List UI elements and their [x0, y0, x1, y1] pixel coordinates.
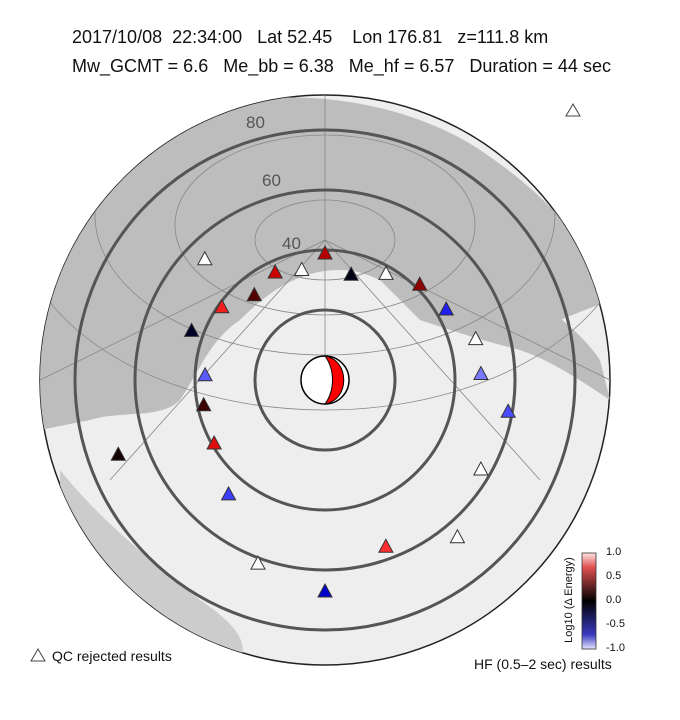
rejected-station-marker [293, 261, 310, 276]
hf-results-legend: HF (0.5–2 sec) results [474, 656, 612, 672]
station-marker [500, 403, 517, 418]
station-marker [197, 366, 213, 382]
lat-label-40: 40 [282, 234, 301, 253]
colorbar-tick: -0.5 [606, 618, 625, 630]
range-ring-30 [253, 308, 397, 452]
qc-rejected-legend: QC rejected results [52, 648, 172, 664]
event-info-line: 2017/10/08 22:34:00 Lat 52.45 Lon 176.81… [72, 27, 549, 47]
rejected-station-marker [467, 330, 484, 346]
station-marker [206, 434, 222, 450]
rejected-station-marker [449, 528, 466, 544]
station-marker [438, 300, 455, 316]
distance-rings [73, 128, 577, 632]
station-marker [473, 365, 489, 381]
meridian-line [40, 239, 326, 381]
station-marker [317, 244, 333, 260]
beachball [300, 355, 350, 405]
colorbar-tick: 0.5 [606, 570, 622, 582]
rejected-station-marker [250, 555, 266, 570]
rejected-station-marker [378, 265, 394, 280]
latitude-line-20 [40, 95, 610, 411]
rejected-legend-marker [30, 103, 581, 662]
graticule [40, 95, 610, 481]
station-marker [317, 582, 333, 598]
station-marker [267, 264, 283, 279]
station-marker [213, 298, 230, 314]
station-marker [220, 485, 237, 501]
station-marker [110, 446, 127, 461]
lat-label-80: 80 [246, 113, 265, 132]
station-marker [343, 266, 359, 281]
magnitude-info-line: Mw_GCMT = 6.6 Me_bb = 6.38 Me_hf = 6.57 … [72, 56, 611, 76]
station-marker [411, 276, 428, 291]
colorbar-tick: 1.0 [606, 546, 622, 558]
station-marker [195, 396, 212, 412]
range-ring-120 [73, 128, 577, 632]
station-marker [183, 322, 200, 337]
range-ring-90 [133, 188, 517, 572]
station-marker [378, 538, 394, 553]
colorbar [581, 552, 597, 650]
rejected-station-marker [473, 460, 489, 476]
colorbar-label: Log10 (Δ Energy) [562, 557, 575, 643]
colorbar-tick: 0.0 [606, 594, 622, 606]
beachball-compressional-quadrant [323, 355, 345, 405]
latitude-labels: 80 60 40 [246, 113, 301, 253]
station-triangles [110, 244, 517, 598]
lat-label-60: 60 [262, 171, 281, 190]
meridian-line [324, 239, 610, 381]
colorbar-tick: -1.0 [606, 642, 625, 654]
rejected-station-marker [196, 250, 213, 266]
station-marker [246, 286, 263, 302]
